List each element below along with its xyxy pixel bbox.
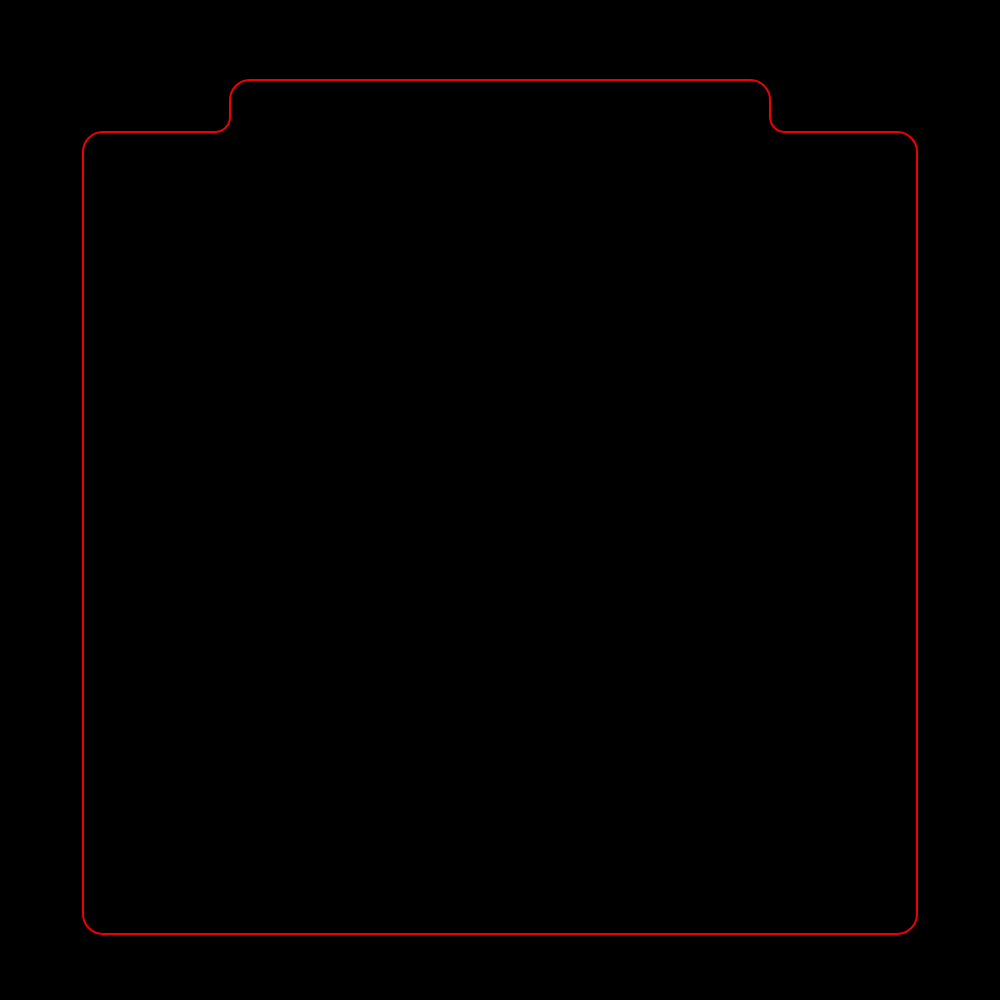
outline-path (83, 80, 917, 934)
tabbed-outline-diagram (0, 0, 1000, 1000)
